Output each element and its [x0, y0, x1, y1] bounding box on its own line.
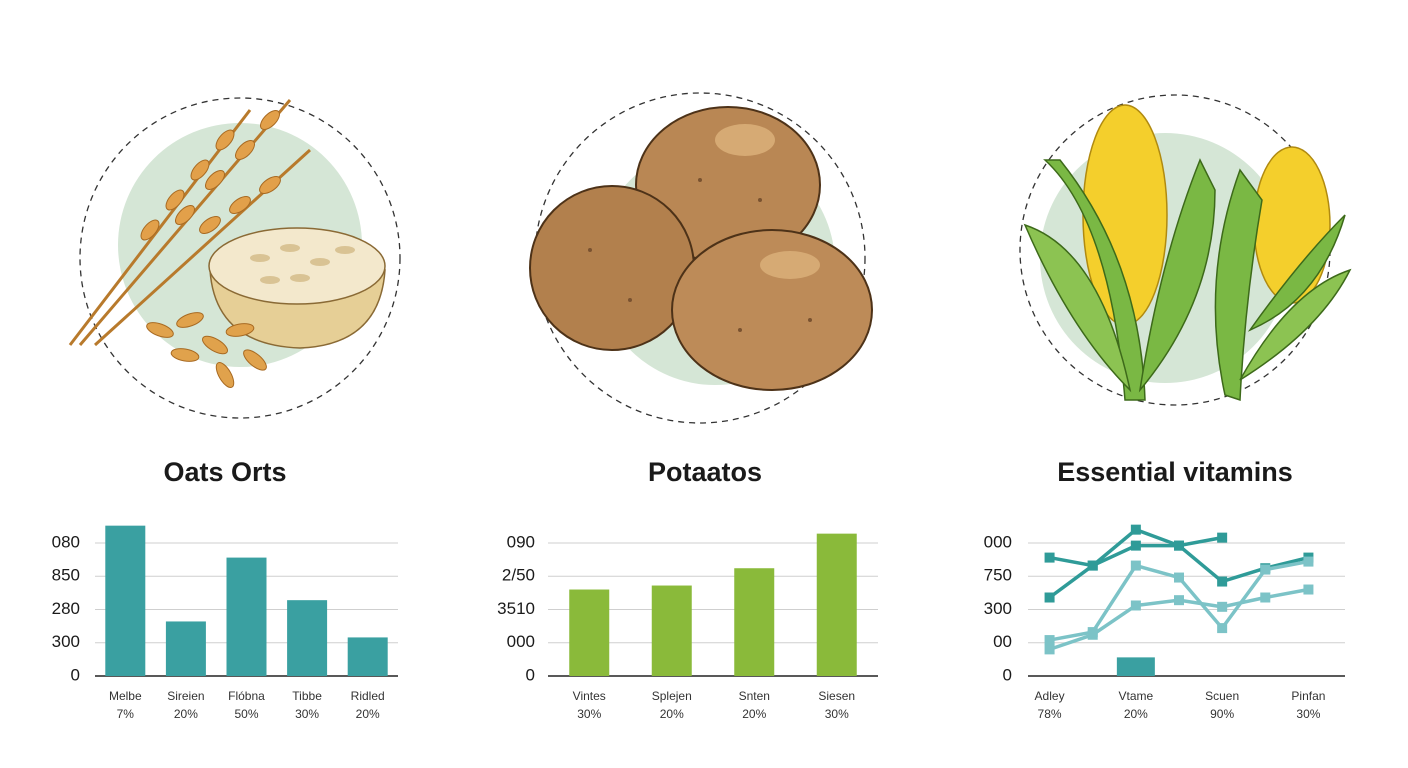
x-tick-label: Tibbe [292, 689, 322, 703]
share-label: 90% [1210, 707, 1234, 721]
bar [569, 589, 610, 676]
chart-title: Essential vitamins [1057, 457, 1293, 487]
y-tick-label: 280 [52, 599, 80, 618]
y-tick-label: 2/50 [502, 566, 535, 585]
line-marker [1217, 623, 1228, 634]
x-tick-label: Vintes [573, 689, 606, 703]
line-marker [1044, 635, 1055, 646]
share-label: 20% [742, 707, 766, 721]
y-tick-label: 0 [71, 665, 80, 684]
line-marker [1174, 540, 1184, 551]
x-tick-label: Adley [1035, 689, 1065, 703]
line-marker [1174, 572, 1184, 583]
line-marker [1217, 576, 1228, 587]
line-marker [1217, 601, 1228, 612]
y-tick-label: 300 [984, 599, 1012, 618]
oats-illustration [68, 97, 401, 419]
line-marker [1130, 560, 1141, 571]
line-marker [1174, 595, 1184, 606]
chart-title: Oats Orts [163, 457, 286, 487]
share-label: 30% [1296, 707, 1320, 721]
line-marker [1260, 592, 1271, 603]
line-marker [1130, 600, 1141, 611]
y-tick-label: 00 [993, 632, 1012, 651]
bar [287, 600, 328, 676]
y-tick-label: 850 [52, 566, 80, 585]
x-tick-label: Scuen [1205, 689, 1239, 703]
line-marker [1087, 629, 1098, 640]
y-tick-label: 080 [52, 532, 80, 551]
y-tick-label: 090 [507, 532, 535, 551]
line-marker [1044, 644, 1055, 655]
line-marker [1130, 524, 1141, 535]
line-marker [1130, 540, 1141, 551]
line-marker [1087, 560, 1098, 571]
x-tick-label: Flóbna [228, 689, 265, 703]
x-tick-label: Siesen [818, 689, 855, 703]
line-marker [1044, 552, 1055, 563]
x-tick-label: Ridled [351, 689, 385, 703]
share-label: 20% [174, 707, 198, 721]
share-label: 20% [1124, 707, 1148, 721]
share-label: 30% [577, 707, 601, 721]
share-label: 20% [356, 707, 380, 721]
share-label: 7% [117, 707, 135, 721]
corn-illustration [1019, 94, 1352, 406]
line-marker [1217, 532, 1228, 543]
share-label: 50% [234, 707, 258, 721]
line-marker [1044, 592, 1055, 603]
x-tick-label: Sireien [167, 689, 204, 703]
y-tick-label: 000 [984, 532, 1012, 551]
y-tick-label: 000 [507, 632, 535, 651]
y-tick-label: 0 [526, 665, 535, 684]
x-tick-label: Snten [739, 689, 770, 703]
bar [226, 557, 267, 676]
bar [651, 585, 692, 676]
bar [1116, 657, 1155, 676]
y-tick-label: 0 [1003, 665, 1012, 684]
x-tick-label: Vtame [1119, 689, 1154, 703]
bar [105, 525, 146, 676]
share-label: 20% [660, 707, 684, 721]
y-tick-label: 3510 [497, 599, 535, 618]
line-marker [1303, 584, 1314, 595]
x-tick-label: Melbe [109, 689, 142, 703]
line-marker [1260, 564, 1271, 575]
line-marker [1303, 556, 1314, 567]
y-tick-label: 300 [52, 632, 80, 651]
charts: Oats Orts 0 300 280 850 080 Melbe 7% Sireien 20% F… [52, 457, 1345, 721]
share-label: 30% [295, 707, 319, 721]
bar [347, 637, 388, 676]
x-tick-label: Splejen [652, 689, 692, 703]
bar [734, 568, 775, 676]
share-label: 78% [1038, 707, 1062, 721]
potato-illustration [529, 92, 873, 424]
chart-title: Potaatos [648, 457, 762, 487]
bar [165, 621, 206, 676]
share-label: 30% [825, 707, 849, 721]
y-tick-label: 750 [984, 566, 1012, 585]
bar [816, 533, 857, 676]
x-tick-label: Pinfan [1291, 689, 1325, 703]
